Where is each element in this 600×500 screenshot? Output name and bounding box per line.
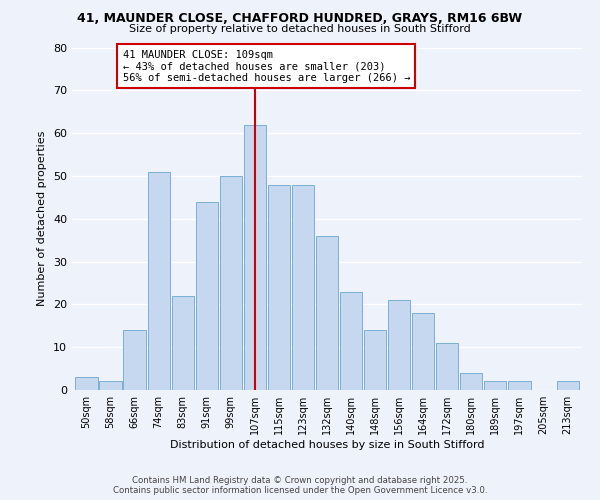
Bar — [196, 202, 218, 390]
Bar — [100, 382, 122, 390]
Bar — [508, 382, 530, 390]
Y-axis label: Number of detached properties: Number of detached properties — [37, 131, 47, 306]
Bar — [436, 343, 458, 390]
Bar — [76, 377, 98, 390]
Bar — [124, 330, 146, 390]
Bar — [172, 296, 194, 390]
Bar — [292, 184, 314, 390]
Text: 41, MAUNDER CLOSE, CHAFFORD HUNDRED, GRAYS, RM16 6BW: 41, MAUNDER CLOSE, CHAFFORD HUNDRED, GRA… — [77, 12, 523, 26]
Bar — [316, 236, 338, 390]
Bar — [388, 300, 410, 390]
Bar — [268, 184, 290, 390]
Bar — [220, 176, 242, 390]
Bar — [460, 373, 482, 390]
Bar — [148, 172, 170, 390]
X-axis label: Distribution of detached houses by size in South Stifford: Distribution of detached houses by size … — [170, 440, 484, 450]
Bar — [340, 292, 362, 390]
Bar — [364, 330, 386, 390]
Bar — [557, 382, 578, 390]
Bar — [244, 124, 266, 390]
Bar — [484, 382, 506, 390]
Bar — [412, 313, 434, 390]
Text: 41 MAUNDER CLOSE: 109sqm
← 43% of detached houses are smaller (203)
56% of semi-: 41 MAUNDER CLOSE: 109sqm ← 43% of detach… — [122, 50, 410, 83]
Text: Size of property relative to detached houses in South Stifford: Size of property relative to detached ho… — [129, 24, 471, 34]
Text: Contains HM Land Registry data © Crown copyright and database right 2025.
Contai: Contains HM Land Registry data © Crown c… — [113, 476, 487, 495]
